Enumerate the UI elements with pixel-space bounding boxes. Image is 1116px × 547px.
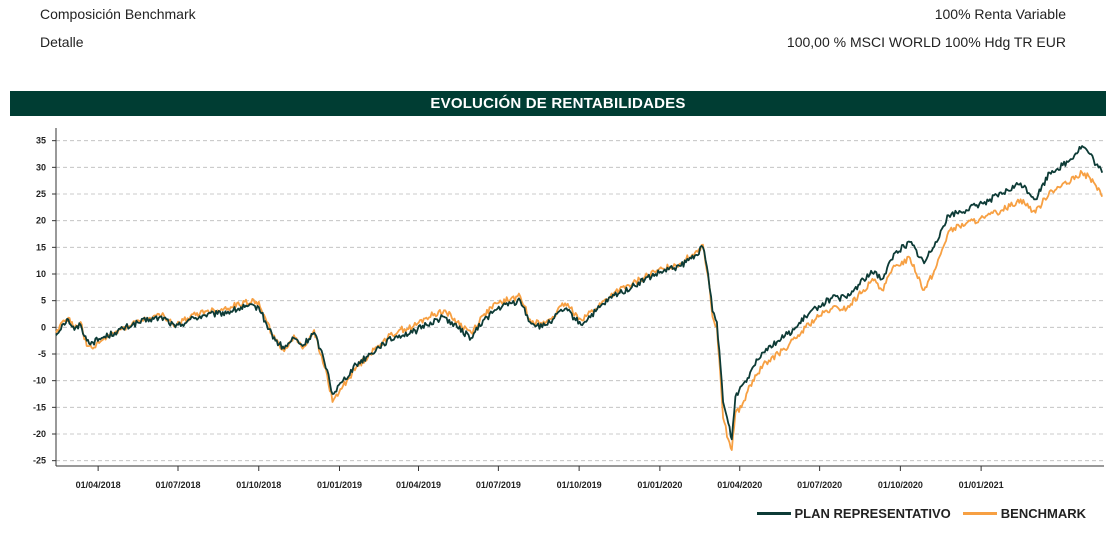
x-tick-label: 01/07/2020 — [797, 480, 842, 490]
detail-value: 100,00 % MSCI WORLD 100% Hdg TR EUR — [786, 34, 1066, 50]
y-tick-label: -15 — [33, 402, 46, 412]
y-tick-label: 25 — [36, 189, 46, 199]
y-tick-label: -20 — [33, 429, 46, 439]
y-tick-label: 0 — [41, 322, 46, 332]
legend-label-benchmark: BENCHMARK — [1000, 506, 1086, 521]
plan-series-line — [55, 145, 1104, 441]
y-tick-label: 30 — [36, 162, 46, 172]
x-tick-label: 01/01/2020 — [637, 480, 682, 490]
y-tick-label: -5 — [38, 349, 46, 359]
returns-line-chart: 35 30 25 20 15 10 5 0 -5 -10 -15 -20 -25 01/04/2018 01… — [33, 128, 1104, 490]
y-tick-label: -10 — [33, 376, 46, 386]
x-tick-label: 01/04/2018 — [76, 480, 121, 490]
legend-swatch-plan — [756, 512, 791, 515]
axis-layer: 35 30 25 20 15 10 5 0 -5 -10 -15 -20 -25 01/04/2018 01… — [33, 128, 1104, 490]
y-tick-label: 35 — [36, 136, 46, 146]
legend-swatch-benchmark — [962, 512, 997, 515]
chart-legend: PLAN REPRESENTATIVO BENCHMARK — [756, 506, 1086, 521]
y-tick-label: 15 — [36, 242, 46, 252]
grid-layer — [56, 140, 1104, 462]
y-tick-label: 5 — [41, 296, 46, 306]
benchmark-composition-row: Composición Benchmark 100% Renta Variabl… — [40, 6, 1066, 22]
y-tick-label: 10 — [36, 269, 46, 279]
chart-title-banner: EVOLUCIÓN DE RENTABILIDADES — [10, 91, 1106, 116]
legend-item-benchmark: BENCHMARK — [962, 506, 1086, 521]
legend-label-plan: PLAN REPRESENTATIVO — [794, 506, 951, 521]
benchmark-series-line — [55, 170, 1104, 451]
detail-label: Detalle — [40, 34, 84, 50]
detail-row: Detalle 100,00 % MSCI WORLD 100% Hdg TR … — [40, 34, 1066, 50]
x-tick-label: 01/07/2019 — [476, 480, 521, 490]
benchmark-composition-label: Composición Benchmark — [40, 6, 196, 22]
benchmark-composition-value: 100% Renta Variable — [934, 6, 1066, 22]
x-tick-label: 01/10/2020 — [878, 480, 923, 490]
y-tick-label: -25 — [33, 456, 46, 466]
legend-item-plan: PLAN REPRESENTATIVO — [756, 506, 951, 521]
x-tick-label: 01/04/2019 — [396, 480, 441, 490]
x-tick-label: 01/10/2019 — [557, 480, 602, 490]
chart-title: EVOLUCIÓN DE RENTABILIDADES — [430, 95, 686, 112]
x-tick-label: 01/01/2019 — [317, 480, 362, 490]
x-tick-label: 01/04/2020 — [717, 480, 762, 490]
series-layer — [55, 145, 1104, 451]
x-tick-label: 01/07/2018 — [155, 480, 200, 490]
x-tick-label: 01/01/2021 — [959, 480, 1004, 490]
x-tick-label: 01/10/2018 — [236, 480, 281, 490]
y-tick-label: 20 — [36, 216, 46, 226]
